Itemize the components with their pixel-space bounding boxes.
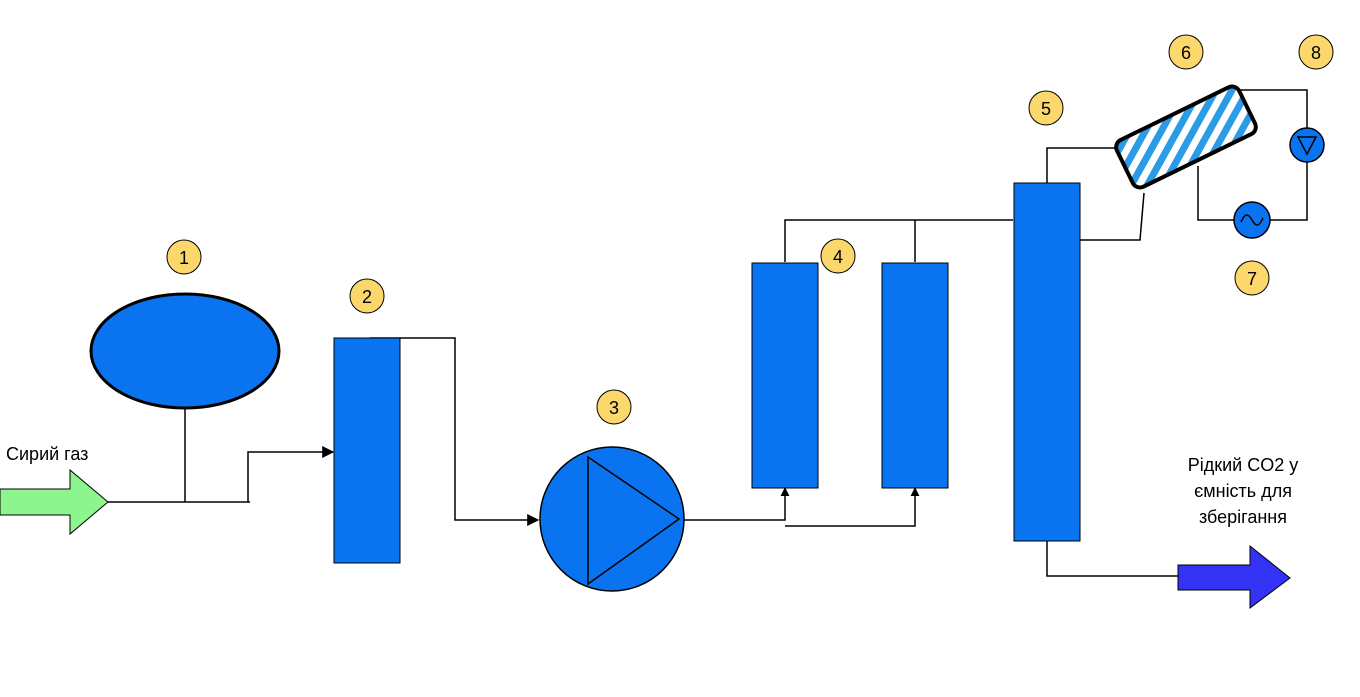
badge-1-number: 1 xyxy=(179,248,189,268)
badge-7: 7 xyxy=(1235,261,1269,295)
refrigerant-compressor xyxy=(1234,202,1270,238)
output-stream-label: Рідкий CO2 у ємність для зберігання xyxy=(1168,452,1318,530)
pipe-dryers-top xyxy=(785,220,1013,262)
input-stream-label: Сирий газ xyxy=(6,444,88,465)
pipe-dryer-b-feed xyxy=(785,488,915,526)
pump xyxy=(1290,128,1324,162)
badge-5: 5 xyxy=(1029,91,1063,125)
badge-5-number: 5 xyxy=(1041,99,1051,119)
badge-3-number: 3 xyxy=(609,398,619,418)
pipe-to-separator xyxy=(248,452,333,502)
badge-6: 6 xyxy=(1169,35,1203,69)
pipe-condenser-return xyxy=(1080,193,1144,240)
pipe-column-to-condenser xyxy=(1047,148,1117,183)
dryer-column-b xyxy=(882,263,948,488)
pipe-refrigerant-loop-right xyxy=(1270,162,1307,220)
badge-4-number: 4 xyxy=(833,247,843,267)
badge-6-number: 6 xyxy=(1181,43,1191,63)
output-label-line-1: Рідкий CO2 у xyxy=(1168,452,1318,478)
pipe-product-out xyxy=(1047,541,1178,576)
dryer-column-a xyxy=(752,263,818,488)
badge-7-number: 7 xyxy=(1247,269,1257,289)
separator-column xyxy=(334,338,400,563)
badge-3: 3 xyxy=(597,390,631,424)
badge-8: 8 xyxy=(1299,35,1333,69)
outlet-arrow xyxy=(1178,546,1290,608)
badge-2: 2 xyxy=(350,279,384,313)
inlet-arrow xyxy=(0,470,108,534)
distillation-column xyxy=(1014,183,1080,541)
badge-4: 4 xyxy=(821,239,855,273)
pipe-compressor-to-dryers xyxy=(682,488,785,520)
badge-8-number: 8 xyxy=(1311,43,1321,63)
badge-1: 1 xyxy=(167,240,201,274)
condenser xyxy=(1113,84,1258,190)
pipe-refrigerant-loop-left xyxy=(1198,166,1234,220)
gas-holder-vessel xyxy=(91,294,279,408)
badge-2-number: 2 xyxy=(362,287,372,307)
output-label-line-3: зберігання xyxy=(1168,504,1318,530)
output-label-line-2: ємність для xyxy=(1168,478,1318,504)
compressor xyxy=(540,447,684,591)
